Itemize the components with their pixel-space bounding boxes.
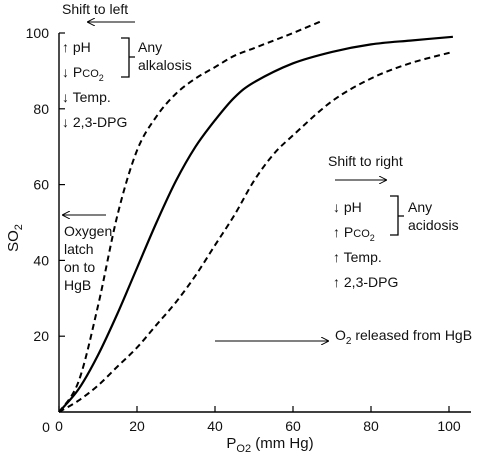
x-tick-label: 0 — [55, 418, 63, 434]
y-tick-label: 80 — [33, 101, 49, 117]
left-factor-item: ↓ Temp. — [62, 89, 111, 105]
acidosis-bracket — [390, 195, 404, 236]
x-tick-label: 100 — [437, 418, 461, 434]
shift-left-annotation: Shift to left — [62, 1, 135, 22]
left-factor-item: ↓ 2,3-DPG — [62, 114, 127, 130]
left-factor-list: ↑ pH ↓ PCO2 ↓ Temp. ↓ 2,3-DPG — [62, 39, 127, 130]
curves — [58, 20, 454, 413]
normal-curve — [58, 35, 453, 413]
y-tick-label: 100 — [26, 25, 50, 41]
any-alkalosis-label: Any alkalosis — [138, 39, 192, 73]
axis-ticks: 0 20 40 60 80 100 20 40 60 80 100 0 — [26, 25, 461, 435]
right-factor-item: ↑ Temp. — [333, 249, 382, 265]
x-tick-label: 60 — [285, 418, 301, 434]
shift-left-label: Shift to left — [62, 1, 128, 17]
right-factor-item: ↑ 2,3-DPG — [333, 274, 398, 290]
alkalosis-bracket — [121, 37, 135, 78]
o2-released-annotation: O2 released from HgB — [215, 327, 472, 347]
x-tick-label: 40 — [207, 418, 223, 434]
shift-right-label: Shift to right — [328, 153, 403, 169]
right-factor-item: ↓ pH — [333, 199, 362, 215]
origin-tick-label: 0 — [42, 419, 50, 435]
o2-released-label: O2 released from HgB — [335, 327, 472, 347]
left-factor-item: ↑ pH — [62, 39, 91, 55]
y-tick-label: 20 — [33, 328, 49, 344]
any-acidosis-label: Any acidosis — [408, 199, 459, 233]
y-tick-label: 40 — [33, 252, 49, 268]
x-axis-title: PO2 (mm Hg) — [226, 435, 313, 455]
x-tick-label: 20 — [129, 418, 145, 434]
right-factor-list: ↓ pH ↑ PCO2 ↑ Temp. ↑ 2,3-DPG — [333, 199, 398, 290]
x-tick-label: 80 — [363, 418, 379, 434]
left-shifted-curve — [58, 20, 321, 413]
right-shifted-curve — [58, 50, 454, 413]
left-factor-item: ↓ PCO2 — [62, 64, 104, 83]
right-factor-item: ↑ PCO2 — [333, 224, 375, 243]
y-axis-title: SO2 — [5, 224, 25, 252]
oxygen-latch-label: Oxygen latch on to HgB — [64, 223, 116, 293]
oxygen-latch-annotation: Oxygen latch on to HgB — [63, 215, 116, 293]
y-tick-label: 60 — [33, 177, 49, 193]
shift-right-annotation: Shift to right — [328, 153, 403, 180]
